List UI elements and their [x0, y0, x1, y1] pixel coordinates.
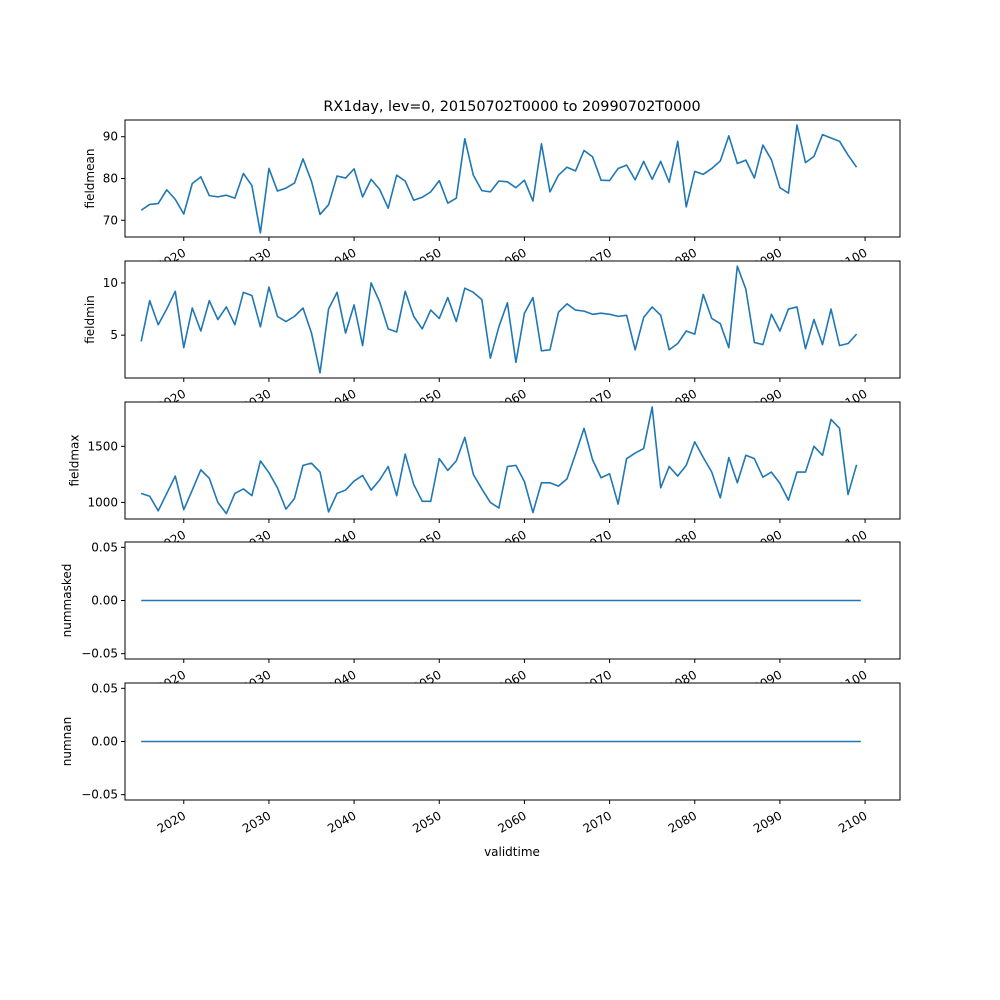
y-axis-label-fieldmin: fieldmin [83, 295, 97, 344]
x-axis-label: validtime [484, 845, 540, 859]
y-axis-label-nummasked: nummasked [60, 564, 74, 638]
y-tick-label-nummasked-2: 0.05 [91, 540, 118, 554]
y-axis-label-fieldmean: fieldmean [83, 149, 97, 209]
y-tick-label-numnan-1: 0.00 [91, 735, 118, 749]
y-tick-label-fieldmin-0: 5 [110, 328, 118, 342]
y-tick-label-fieldmean-2: 90 [103, 130, 118, 144]
y-tick-label-nummasked-1: 0.00 [91, 594, 118, 608]
y-tick-label-fieldmax-1: 1500 [87, 439, 118, 453]
plot-frame-fieldmax [124, 401, 901, 520]
series-line-fieldmax-0 [140, 406, 858, 515]
series-line-fieldmin-0 [140, 265, 858, 374]
y-tick-label-numnan-2: 0.05 [91, 681, 118, 695]
y-tick-label-nummasked-0: −0.05 [81, 647, 118, 661]
chart-title: RX1day, lev=0, 20150702T0000 to 20990702… [323, 99, 700, 115]
y-tick-label-numnan-0: −0.05 [81, 788, 118, 802]
y-axis-label-fieldmax: fieldmax [68, 434, 82, 486]
y-tick-label-fieldmean-1: 80 [103, 172, 118, 186]
series-line-fieldmean-0 [140, 124, 858, 234]
y-tick-label-fieldmax-0: 1000 [87, 495, 118, 509]
panel-background-1 [125, 261, 900, 378]
y-axis-label-numnan: numnan [60, 717, 74, 766]
panel-background-2 [125, 402, 900, 519]
y-tick-label-fieldmean-0: 70 [103, 213, 118, 227]
y-tick-label-fieldmin-1: 10 [103, 276, 118, 290]
plot-frame-fieldmin [124, 260, 901, 379]
